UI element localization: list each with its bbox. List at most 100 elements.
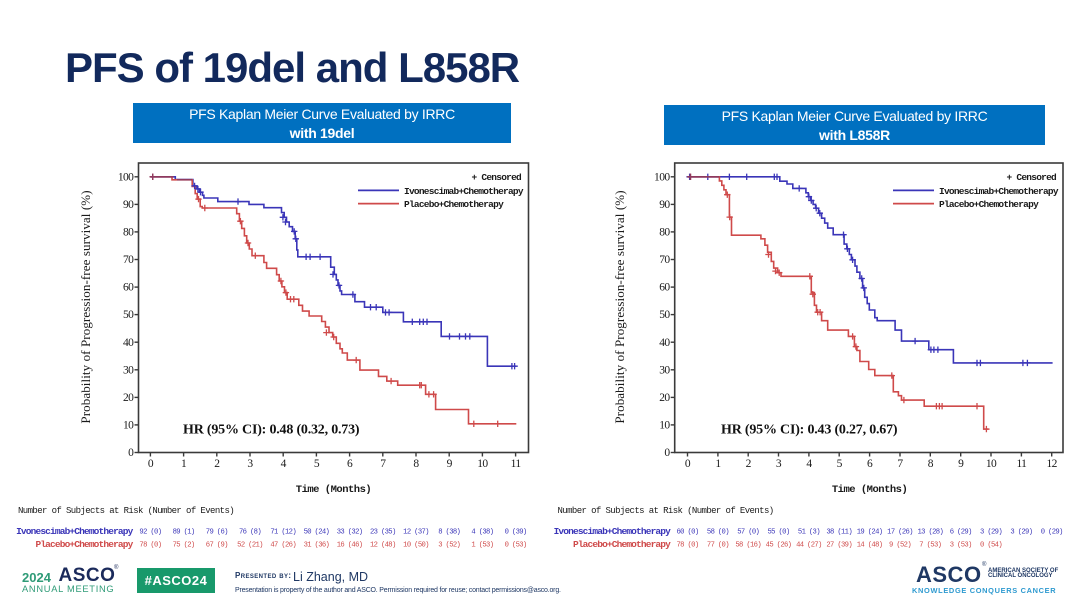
svg-text:6: 6: [867, 458, 873, 470]
svg-text:10: 10: [123, 420, 134, 432]
svg-text:92 (0): 92 (0): [139, 529, 161, 537]
svg-text:2: 2: [746, 458, 752, 470]
svg-text:0: 0: [685, 458, 691, 470]
svg-text:40: 40: [659, 337, 670, 349]
svg-text:3 (29): 3 (29): [980, 529, 1002, 537]
svg-text:45 (26): 45 (26): [766, 542, 792, 550]
svg-text:Number of Subjects at Risk (Nu: Number of Subjects at Risk (Number of Ev…: [18, 506, 234, 516]
svg-text:55 (0): 55 (0): [768, 529, 790, 537]
svg-text:60: 60: [659, 282, 670, 294]
svg-text:51 (3): 51 (3): [798, 529, 820, 537]
svg-text:0: 0: [148, 458, 154, 470]
svg-text:1 (53): 1 (53): [471, 542, 493, 550]
svg-text:89 (1): 89 (1): [173, 529, 195, 537]
svg-text:0 (39): 0 (39): [505, 529, 527, 537]
svg-text:14 (48): 14 (48): [857, 542, 883, 550]
svg-text:30: 30: [123, 364, 134, 376]
svg-text:52 (21): 52 (21): [237, 542, 263, 550]
svg-text:HR (95% CI): 0.48 (0.32, 0.73): HR (95% CI): 0.48 (0.32, 0.73): [183, 423, 360, 438]
svg-text:3 (52): 3 (52): [438, 542, 460, 550]
svg-text:11: 11: [511, 458, 522, 470]
svg-text:0 (54): 0 (54): [980, 542, 1002, 550]
svg-text:58 (16): 58 (16): [735, 542, 761, 550]
svg-text:Placebo+Chemotherapy: Placebo+Chemotherapy: [35, 539, 133, 550]
svg-text:Placebo+Chemotherapy: Placebo+Chemotherapy: [573, 539, 671, 550]
svg-text:70: 70: [659, 254, 670, 266]
svg-text:3 (29): 3 (29): [1010, 529, 1032, 537]
svg-text:8 (38): 8 (38): [438, 529, 460, 537]
svg-text:20: 20: [659, 392, 670, 404]
svg-text:10: 10: [986, 458, 997, 470]
svg-text:100: 100: [654, 171, 670, 183]
svg-text:12 (48): 12 (48): [370, 542, 396, 550]
svg-text:60: 60: [123, 282, 134, 294]
svg-text:+ Censored: + Censored: [1006, 172, 1057, 183]
svg-text:12: 12: [1047, 458, 1058, 470]
svg-text:30: 30: [659, 364, 670, 376]
svg-text:71 (12): 71 (12): [270, 529, 296, 537]
svg-text:2: 2: [214, 458, 220, 470]
svg-text:44 (27): 44 (27): [796, 542, 822, 550]
svg-text:13 (28): 13 (28): [917, 529, 943, 537]
svg-text:80: 80: [123, 227, 134, 239]
svg-text:4: 4: [281, 458, 287, 470]
svg-text:3: 3: [776, 458, 782, 470]
svg-text:3 (53): 3 (53): [950, 542, 972, 550]
svg-text:16 (46): 16 (46): [337, 542, 363, 550]
svg-text:9: 9: [447, 458, 453, 470]
svg-text:7 (53): 7 (53): [919, 542, 941, 550]
svg-text:80: 80: [659, 227, 670, 239]
svg-text:0: 0: [664, 447, 670, 459]
svg-text:Time (Months): Time (Months): [296, 484, 371, 496]
svg-text:5: 5: [314, 458, 320, 470]
svg-text:Ivonescimab+Chemotherapy: Ivonescimab+Chemotherapy: [404, 186, 524, 197]
svg-text:1: 1: [715, 458, 721, 470]
svg-text:78 (0): 78 (0): [677, 542, 699, 550]
svg-text:3: 3: [247, 458, 253, 470]
svg-text:9: 9: [958, 458, 964, 470]
svg-text:Ivonescimab+Chemotherapy: Ivonescimab+Chemotherapy: [16, 526, 134, 537]
svg-text:31 (36): 31 (36): [304, 542, 330, 550]
svg-text:76 (8): 76 (8): [239, 529, 261, 537]
svg-text:33 (32): 33 (32): [337, 529, 363, 537]
svg-text:10 (50): 10 (50): [403, 542, 429, 550]
svg-text:50: 50: [659, 309, 670, 321]
svg-text:19 (24): 19 (24): [857, 529, 883, 537]
svg-text:8: 8: [928, 458, 934, 470]
svg-text:6: 6: [347, 458, 353, 470]
svg-text:50: 50: [123, 309, 134, 321]
svg-text:HR (95% CI): 0.43 (0.27, 0.67): HR (95% CI): 0.43 (0.27, 0.67): [721, 423, 898, 438]
svg-text:9 (52): 9 (52): [889, 542, 911, 550]
svg-text:4: 4: [806, 458, 812, 470]
svg-text:+ Censored: + Censored: [471, 172, 522, 183]
svg-text:47 (26): 47 (26): [270, 542, 296, 550]
svg-text:Number of Subjects at Risk (Nu: Number of Subjects at Risk (Number of Ev…: [558, 506, 774, 516]
svg-text:100: 100: [118, 171, 134, 183]
svg-text:57 (0): 57 (0): [737, 529, 759, 537]
svg-text:38 (11): 38 (11): [826, 529, 852, 537]
svg-text:Probability of Progression-fre: Probability of Progression-free survival…: [78, 190, 93, 423]
svg-text:70: 70: [123, 254, 134, 266]
svg-text:7: 7: [380, 458, 386, 470]
svg-text:7: 7: [897, 458, 903, 470]
svg-text:Probability of Progression-fre: Probability of Progression-free survival…: [612, 190, 627, 423]
svg-text:20: 20: [123, 392, 134, 404]
svg-text:75 (2): 75 (2): [173, 542, 195, 550]
svg-text:79 (6): 79 (6): [206, 529, 228, 537]
svg-text:60 (0): 60 (0): [677, 529, 699, 537]
svg-text:58 (0): 58 (0): [707, 529, 729, 537]
svg-text:77 (0): 77 (0): [707, 542, 729, 550]
svg-text:Placebo+Chemotherapy: Placebo+Chemotherapy: [404, 199, 504, 210]
svg-text:67 (9): 67 (9): [206, 542, 228, 550]
svg-text:50 (24): 50 (24): [304, 529, 330, 537]
svg-text:1: 1: [181, 458, 187, 470]
svg-text:4 (38): 4 (38): [471, 529, 493, 537]
svg-text:0 (53): 0 (53): [505, 542, 527, 550]
svg-text:Time (Months): Time (Months): [832, 484, 907, 496]
svg-text:10: 10: [659, 420, 670, 432]
svg-text:5: 5: [837, 458, 843, 470]
svg-text:90: 90: [659, 199, 670, 211]
svg-text:8: 8: [413, 458, 419, 470]
svg-text:27 (39): 27 (39): [826, 542, 852, 550]
svg-text:90: 90: [123, 199, 134, 211]
